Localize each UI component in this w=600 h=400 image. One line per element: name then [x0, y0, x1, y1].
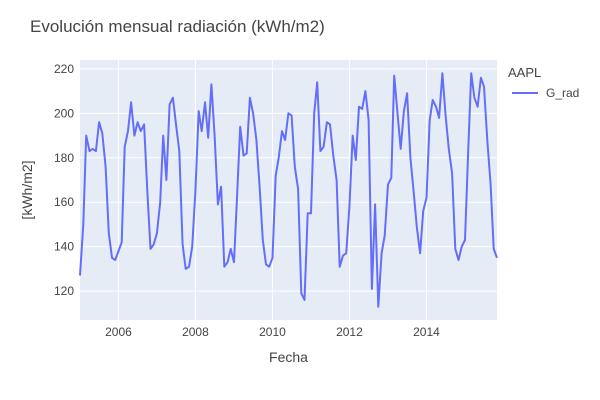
x-tick-label: 2008 — [182, 325, 209, 339]
plot-background — [80, 60, 497, 320]
x-tick-label: 2012 — [336, 325, 363, 339]
legend[interactable]: AAPL G_rad — [508, 65, 579, 100]
y-tick-label: 180 — [54, 151, 74, 165]
x-tick-labels: 2006 2008 2010 2012 2014 — [105, 325, 440, 339]
y-tick-label: 200 — [54, 106, 74, 120]
x-tick-label: 2014 — [413, 325, 440, 339]
x-tick-label: 2010 — [259, 325, 286, 339]
y-tick-label: 220 — [54, 62, 74, 76]
legend-title: AAPL — [508, 65, 541, 80]
y-tick-label: 140 — [54, 240, 74, 254]
chart-title: Evolución mensual radiación (kWh/m2) — [30, 17, 325, 36]
x-axis-title: Fecha — [269, 349, 308, 365]
y-tick-label: 120 — [54, 284, 74, 298]
series-line-g-rad[interactable] — [79, 72, 498, 308]
legend-label[interactable]: G_rad — [546, 86, 579, 100]
series-layer — [79, 72, 498, 308]
y-tick-label: 160 — [54, 195, 74, 209]
x-tick-label: 2006 — [105, 325, 132, 339]
y-axis-title: [kWh/m2] — [19, 160, 35, 219]
y-tick-labels: 120 140 160 180 200 220 — [54, 62, 74, 298]
